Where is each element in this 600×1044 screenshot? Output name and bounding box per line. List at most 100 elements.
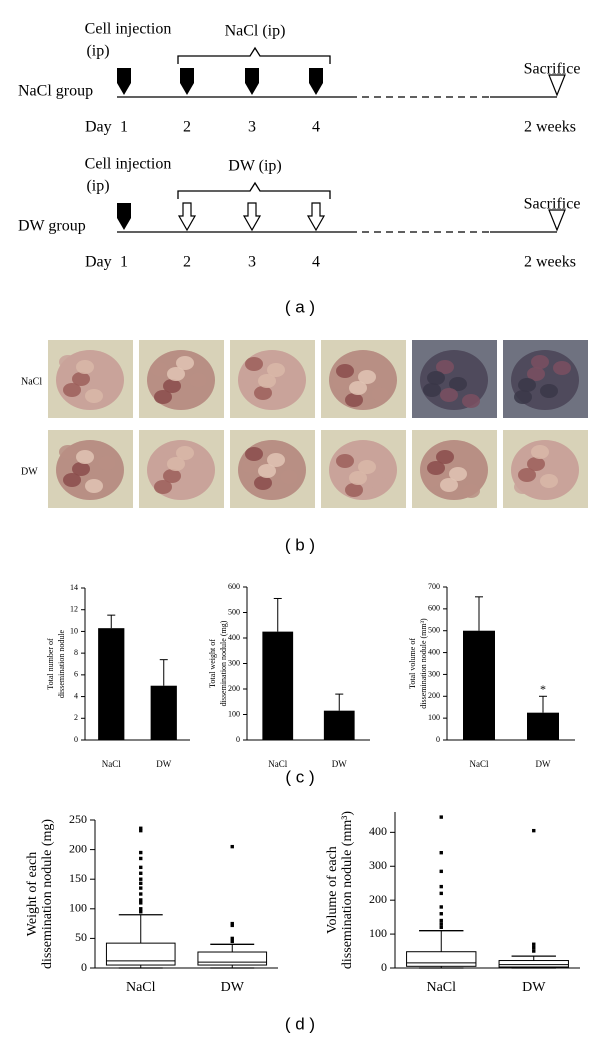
day: 4 (312, 119, 320, 136)
outlier (139, 901, 143, 905)
y-tick-label: 0 (81, 960, 87, 974)
photo-organ (423, 383, 441, 397)
photo-organ (462, 484, 480, 498)
outlier (230, 844, 234, 849)
photo-organ (358, 460, 376, 474)
y-axis-label: dissemination nodule (mm³) (340, 811, 355, 970)
outlier (532, 828, 536, 833)
y-tick-label: 200 (369, 892, 387, 906)
photo-organ (349, 381, 367, 395)
y-tick-label: 0 (381, 960, 387, 974)
photo-organ (254, 386, 272, 400)
day: 1 (120, 254, 128, 271)
y-axis-label: Total number of (46, 638, 55, 690)
treatment-label: NaCl (ip) (225, 23, 286, 40)
photo-organ (245, 357, 263, 371)
y-tick-label: 600 (228, 582, 240, 591)
bracket (177, 46, 331, 64)
x-tick-label: DW (332, 759, 347, 769)
photo-organ (345, 483, 363, 497)
outlier (439, 918, 443, 923)
photo-organ (440, 478, 458, 492)
injection-label: Cell injection (85, 21, 172, 38)
x-tick-label: DW (522, 980, 546, 995)
arrow (177, 202, 197, 232)
photo-organ (176, 446, 194, 460)
photo-organ (163, 379, 181, 393)
y-tick-label: 250 (69, 812, 87, 826)
photo-organ (154, 390, 172, 404)
photo-organ (241, 369, 259, 383)
photo-organ (167, 367, 185, 381)
injection-label: (ip) (86, 178, 109, 195)
row-label: NaCl (21, 376, 42, 387)
photo-organ (150, 362, 168, 376)
x-tick-label: NaCl (470, 759, 489, 769)
photo-organ (518, 468, 536, 482)
box (406, 951, 477, 967)
y-tick-label: 4 (74, 691, 78, 700)
outlier (439, 869, 443, 874)
y-tick-label: 400 (428, 647, 440, 656)
day: 3 (248, 254, 256, 271)
end-marker (548, 74, 566, 97)
outlier (139, 907, 143, 911)
outlier (532, 949, 536, 953)
photo-organ (76, 450, 94, 464)
y-tick-label: 100 (228, 709, 240, 718)
box (105, 942, 176, 966)
x-tick-label: NaCl (126, 980, 156, 995)
outlier (230, 923, 234, 928)
photo-organ (332, 466, 350, 480)
outlier (139, 886, 143, 890)
injection-label: (ip) (86, 43, 109, 60)
y-tick-label: 100 (69, 901, 87, 915)
group-label: DW group (18, 218, 86, 235)
outlier (139, 828, 143, 833)
x-tick-label: NaCl (268, 759, 287, 769)
outlier (439, 884, 443, 889)
y-tick-label: 500 (228, 607, 240, 616)
y-tick-label: 100 (369, 926, 387, 940)
photo-organ (254, 476, 272, 490)
y-axis-label: dissemination nodule (mm³) (419, 618, 428, 709)
bar (98, 628, 125, 740)
y-tick-label: 6 (74, 670, 78, 679)
injection-label: Cell injection (85, 156, 172, 173)
photo-organ (462, 394, 480, 408)
outlier (139, 826, 143, 830)
outlier (139, 856, 143, 861)
arrow (180, 68, 194, 95)
photo-organ (553, 361, 571, 375)
photo-organ (258, 464, 276, 478)
arrow (245, 68, 259, 95)
treatment-label: DW (ip) (228, 158, 281, 175)
photo-organ (436, 450, 454, 464)
photo-organ (531, 355, 549, 369)
x-tick-label: NaCl (426, 980, 456, 995)
y-tick-label: 2 (74, 713, 78, 722)
day: 3 (248, 119, 256, 136)
outlier (230, 939, 234, 944)
day-label: Day (85, 254, 112, 271)
photo-organ (241, 459, 259, 473)
photo-organ (540, 474, 558, 488)
photo-organ (540, 384, 558, 398)
arrow (117, 203, 131, 230)
outlier (230, 921, 234, 926)
outlier (439, 815, 443, 819)
y-axis-label: Volume of each (325, 846, 340, 934)
y-tick-label: 0 (436, 735, 440, 744)
photo-organ (167, 457, 185, 471)
photo-organ (371, 477, 389, 491)
photo-organ (63, 473, 81, 487)
outlier (439, 912, 443, 916)
y-axis-label: Weight of each (25, 852, 40, 936)
photo-organ (423, 473, 441, 487)
photo-organ (280, 380, 298, 394)
photo-organ (63, 383, 81, 397)
photo-organ (267, 363, 285, 377)
y-tick-label: 500 (428, 626, 440, 635)
box (197, 951, 268, 966)
